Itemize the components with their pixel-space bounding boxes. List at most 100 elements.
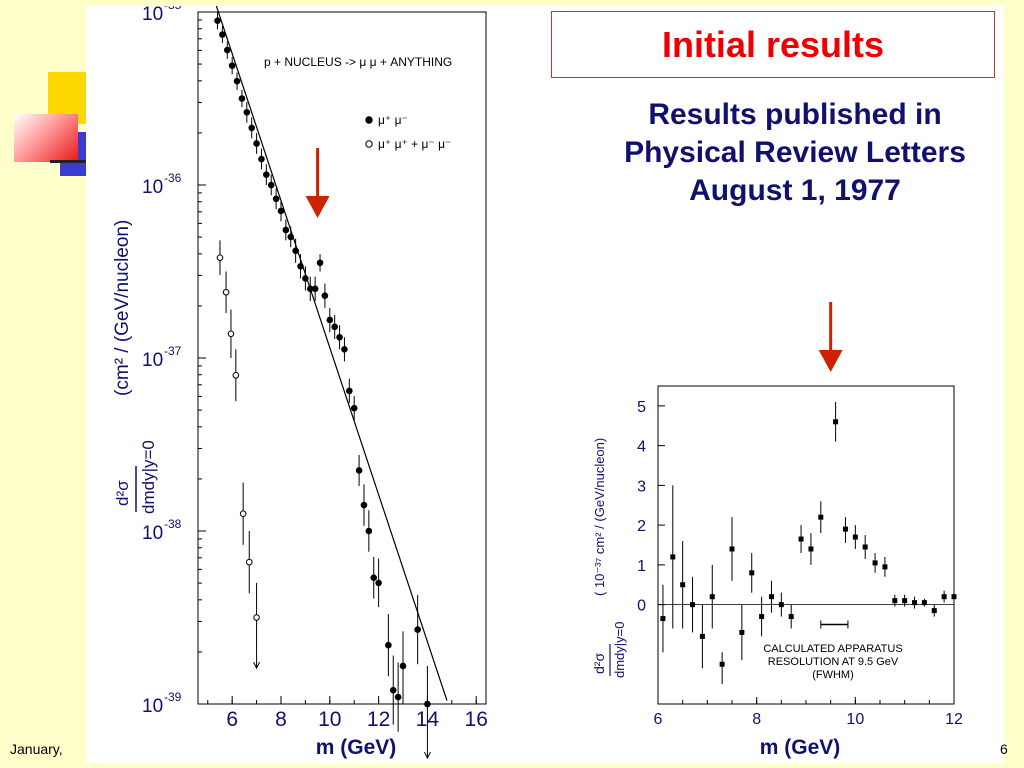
x-tick-label: 6 bbox=[654, 711, 663, 728]
data-point bbox=[862, 544, 868, 550]
data-point bbox=[670, 554, 676, 560]
data-point bbox=[739, 629, 745, 635]
x-tick-label: 8 bbox=[752, 711, 761, 728]
y-tick-label: 3 bbox=[637, 478, 646, 495]
data-point-opposite-sign bbox=[267, 181, 275, 189]
data-point bbox=[902, 598, 908, 604]
data-point bbox=[921, 600, 927, 606]
data-point bbox=[842, 526, 848, 532]
subtitle-line-2: Physical Review Letters bbox=[624, 136, 966, 169]
data-point-opposite-sign bbox=[297, 263, 304, 270]
y-axis-label-units: ( 10⁻³⁷ cm² / (GeV/nucleon) bbox=[592, 438, 607, 596]
data-point-opposite-sign bbox=[341, 346, 348, 353]
y-tick-sup: -35 bbox=[164, 6, 182, 12]
y-tick-label: 10 bbox=[142, 350, 163, 371]
data-point-opposite-sign bbox=[360, 501, 368, 509]
data-point-opposite-sign bbox=[238, 95, 246, 102]
data-point-opposite-sign bbox=[321, 292, 329, 300]
data-point bbox=[788, 614, 794, 620]
data-point-opposite-sign bbox=[311, 285, 319, 293]
data-point-opposite-sign bbox=[350, 404, 358, 412]
limit-arrow-head bbox=[423, 751, 431, 760]
data-point bbox=[852, 534, 858, 540]
data-point bbox=[690, 602, 696, 608]
data-point bbox=[818, 514, 824, 520]
data-point-opposite-sign bbox=[253, 140, 260, 147]
data-point-opposite-sign bbox=[336, 333, 343, 341]
data-point bbox=[749, 570, 755, 576]
fit-line bbox=[213, 0, 448, 701]
data-point bbox=[778, 602, 784, 608]
data-point-opposite-sign bbox=[316, 259, 324, 267]
data-point-opposite-sign bbox=[326, 316, 334, 324]
data-point-opposite-sign bbox=[394, 693, 402, 701]
data-point-opposite-sign bbox=[282, 226, 290, 234]
data-point bbox=[798, 536, 804, 542]
x-tick-label: 10 bbox=[318, 708, 341, 731]
data-point-opposite-sign bbox=[219, 31, 226, 38]
data-point bbox=[719, 661, 725, 667]
data-point-opposite-sign bbox=[233, 77, 241, 85]
data-point-same-sign bbox=[227, 330, 235, 338]
data-point-opposite-sign bbox=[346, 387, 353, 395]
data-point-same-sign bbox=[245, 558, 253, 566]
y-tick-label: 0 bbox=[637, 598, 646, 615]
data-point bbox=[833, 419, 839, 425]
data-point bbox=[808, 546, 814, 552]
data-point bbox=[660, 616, 666, 622]
data-point bbox=[941, 594, 947, 600]
y-axis-label-numerator: d²σ bbox=[591, 653, 607, 674]
y-tick-sup: -38 bbox=[164, 517, 182, 531]
page-number: 6 bbox=[1000, 741, 1008, 757]
slide-title-text: Initial results bbox=[661, 23, 885, 65]
data-point-opposite-sign bbox=[223, 46, 231, 54]
x-tick-label: 12 bbox=[367, 708, 390, 731]
data-point bbox=[872, 560, 878, 566]
legend-label: μ⁺ μ⁻ bbox=[378, 113, 408, 127]
y-tick-label: 10 bbox=[142, 696, 163, 717]
data-point-opposite-sign bbox=[272, 195, 280, 203]
data-point bbox=[951, 594, 957, 600]
subtitle-line-3: August 1, 1977 bbox=[689, 174, 901, 207]
data-point-opposite-sign bbox=[375, 579, 382, 587]
x-tick-label: 12 bbox=[945, 711, 963, 728]
y-axis-label-units: (cm² / (GeV/nucleon) bbox=[112, 220, 133, 396]
y-tick-label: 4 bbox=[637, 439, 646, 456]
y-tick-label: 10 bbox=[142, 6, 163, 25]
data-point bbox=[699, 633, 705, 639]
y-tick-sup: -39 bbox=[164, 690, 182, 704]
data-point-same-sign bbox=[222, 288, 230, 296]
y-axis-label-group: d²σ dmdy|y=0 (cm² / (GeV/nucleon) bbox=[112, 220, 158, 514]
data-point-opposite-sign bbox=[399, 662, 407, 670]
data-point bbox=[680, 582, 686, 588]
y-tick-sup: -37 bbox=[164, 344, 182, 358]
highlight-arrow-head bbox=[305, 196, 330, 218]
data-point bbox=[709, 594, 715, 600]
x-tick-label: 8 bbox=[275, 708, 287, 731]
data-point-opposite-sign bbox=[331, 323, 338, 331]
data-point-opposite-sign bbox=[370, 574, 378, 582]
data-point-opposite-sign bbox=[214, 17, 221, 24]
data-point-opposite-sign bbox=[287, 233, 295, 241]
data-point-opposite-sign bbox=[385, 641, 392, 649]
data-point bbox=[931, 608, 937, 614]
data-point-opposite-sign bbox=[263, 171, 270, 178]
data-point bbox=[768, 594, 774, 600]
data-point-same-sign bbox=[216, 254, 224, 261]
data-point-opposite-sign bbox=[365, 527, 373, 535]
x-axis-label: m (GeV) bbox=[316, 736, 397, 759]
y-tick-sup: -36 bbox=[164, 171, 182, 185]
data-point-same-sign bbox=[253, 614, 260, 621]
data-point bbox=[892, 598, 898, 604]
y-tick-label: 5 bbox=[637, 399, 646, 416]
data-point-opposite-sign bbox=[228, 62, 236, 69]
highlight-arrow-head bbox=[818, 350, 843, 372]
subtitle-line-1: Results published in bbox=[648, 98, 942, 131]
right-chart-panel: 0 1 2 3 4 5 6 8 10 12 m (GeV) d²σ dmdy|y=0( 10⁻³⁷ cm… bbox=[548, 6, 1004, 763]
footer-date: January, bbox=[10, 741, 63, 757]
slide-subtitle: Results published in Physical Review Let… bbox=[585, 96, 1005, 210]
data-point bbox=[912, 600, 918, 606]
y-tick-label: 10 bbox=[142, 523, 163, 544]
